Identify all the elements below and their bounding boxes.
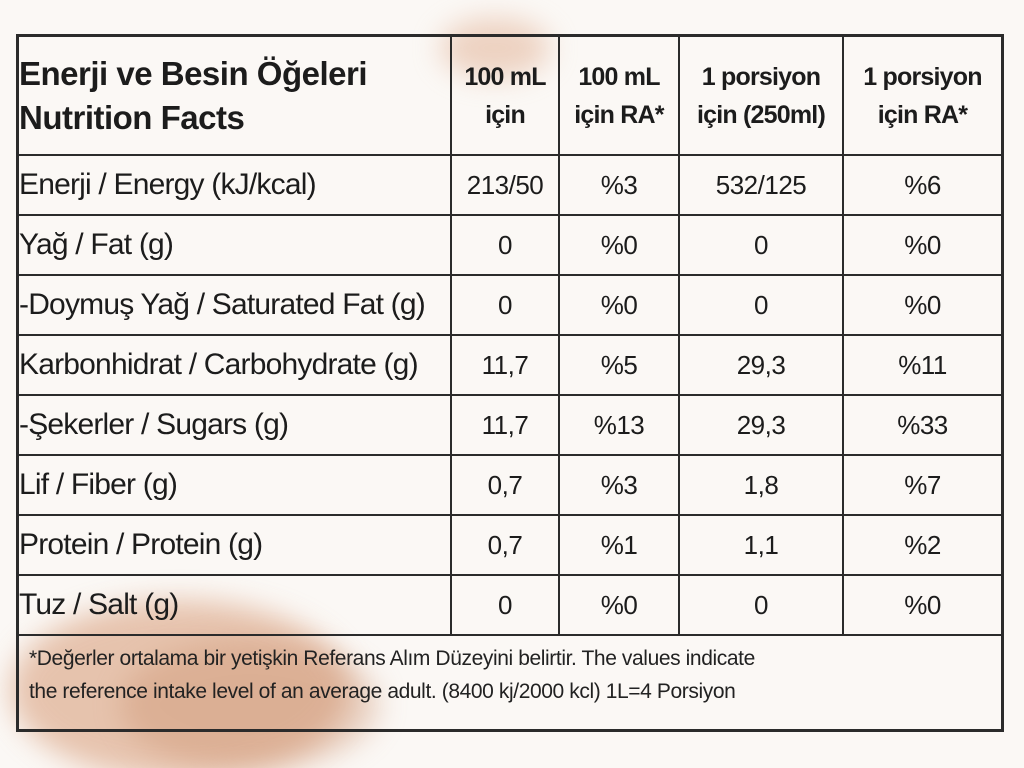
value-per-serving: 29,3 [678,334,844,396]
value-per-serving-ri: %0 [842,274,1001,336]
footnote-line: the reference intake level of an average… [29,680,736,703]
value-per-serving-ri: %2 [842,514,1001,576]
nutrient-name: -Doymuş Yağ / Saturated Fat (g) [19,274,452,336]
value-per-serving-ri: %0 [842,574,1001,636]
column-header-line: 1 porsiyon [863,62,982,91]
column-header-line: için [485,100,526,129]
value-per-serving-ri: %0 [842,214,1001,276]
value-per-100ml-ri: %0 [558,214,680,276]
value-per-serving-ri: %6 [842,154,1001,216]
value-per-serving: 0 [678,274,844,336]
column-header-line: için RA* [574,100,664,129]
row-energy: Enerji / Energy (kJ/kcal) 213/50 %3 532/… [19,154,1001,216]
row-fiber: Lif / Fiber (g) 0,7 %3 1,8 %7 [19,454,1001,516]
column-header-line: 100 mL [464,62,546,91]
column-header-line: 100 mL [578,62,660,91]
column-header-per-100ml: 100 mL için [450,37,560,156]
value-per-100ml-ri: %3 [558,454,680,516]
value-per-serving-ri: %33 [842,394,1001,456]
header-row: Enerji ve Besin Öğeleri Nutrition Facts … [19,37,1001,156]
column-header-per-100ml-ri: 100 mL için RA* [558,37,680,156]
footnote: *Değerler ortalama bir yetişkin Referans… [19,634,1001,716]
table-title: Enerji ve Besin Öğeleri Nutrition Facts [19,37,452,156]
column-header-line: için (250ml) [697,100,826,129]
value-per-serving-ri: %11 [842,334,1001,396]
value-per-100ml: 0,7 [450,454,560,516]
value-per-100ml: 11,7 [450,334,560,396]
column-header-per-serving-ri: 1 porsiyon için RA* [842,37,1001,156]
title-english: Nutrition Facts [19,98,245,136]
nutrient-name: Enerji / Energy (kJ/kcal) [19,154,452,216]
footnote-line: *Değerler ortalama bir yetişkin Referans… [29,647,755,670]
column-header-per-serving: 1 porsiyon için (250ml) [678,37,844,156]
value-per-100ml-ri: %1 [558,514,680,576]
value-per-serving: 0 [678,214,844,276]
value-per-100ml: 0,7 [450,514,560,576]
value-per-serving: 1,1 [678,514,844,576]
nutrient-name: Protein / Protein (g) [19,514,452,576]
value-per-100ml: 0 [450,274,560,336]
nutrition-label-frame [16,34,1004,732]
value-per-serving: 29,3 [678,394,844,456]
value-per-100ml-ri: %0 [558,274,680,336]
nutrient-name: Yağ / Fat (g) [19,214,452,276]
title-turkish: Enerji ve Besin Öğeleri [19,54,368,92]
row-fat: Yağ / Fat (g) 0 %0 0 %0 [19,214,1001,276]
value-per-serving: 0 [678,574,844,636]
value-per-100ml-ri: %13 [558,394,680,456]
nutrient-name: Karbonhidrat / Carbohydrate (g) [19,334,452,396]
row-sugars: -Şekerler / Sugars (g) 11,7 %13 29,3 %33 [19,394,1001,456]
footnote-row: *Değerler ortalama bir yetişkin Referans… [19,634,1001,716]
value-per-100ml-ri: %0 [558,574,680,636]
column-header-line: için RA* [877,100,968,129]
row-carbohydrate: Karbonhidrat / Carbohydrate (g) 11,7 %5 … [19,334,1001,396]
value-per-100ml-ri: %5 [558,334,680,396]
row-salt: Tuz / Salt (g) 0 %0 0 %0 [19,574,1001,636]
nutrient-name: Tuz / Salt (g) [19,574,452,636]
value-per-serving: 1,8 [678,454,844,516]
row-saturated-fat: -Doymuş Yağ / Saturated Fat (g) 0 %0 0 %… [19,274,1001,336]
column-header-line: 1 porsiyon [701,62,821,91]
value-per-serving-ri: %7 [842,454,1001,516]
value-per-100ml: 0 [450,214,560,276]
row-protein: Protein / Protein (g) 0,7 %1 1,1 %2 [19,514,1001,576]
value-per-100ml: 11,7 [450,394,560,456]
value-per-serving: 532/125 [678,154,844,216]
nutrient-name: Lif / Fiber (g) [19,454,452,516]
value-per-100ml: 213/50 [450,154,560,216]
nutrition-table: Enerji ve Besin Öğeleri Nutrition Facts … [19,37,1001,716]
value-per-100ml-ri: %3 [558,154,680,216]
nutrient-name: -Şekerler / Sugars (g) [19,394,452,456]
value-per-100ml: 0 [450,574,560,636]
